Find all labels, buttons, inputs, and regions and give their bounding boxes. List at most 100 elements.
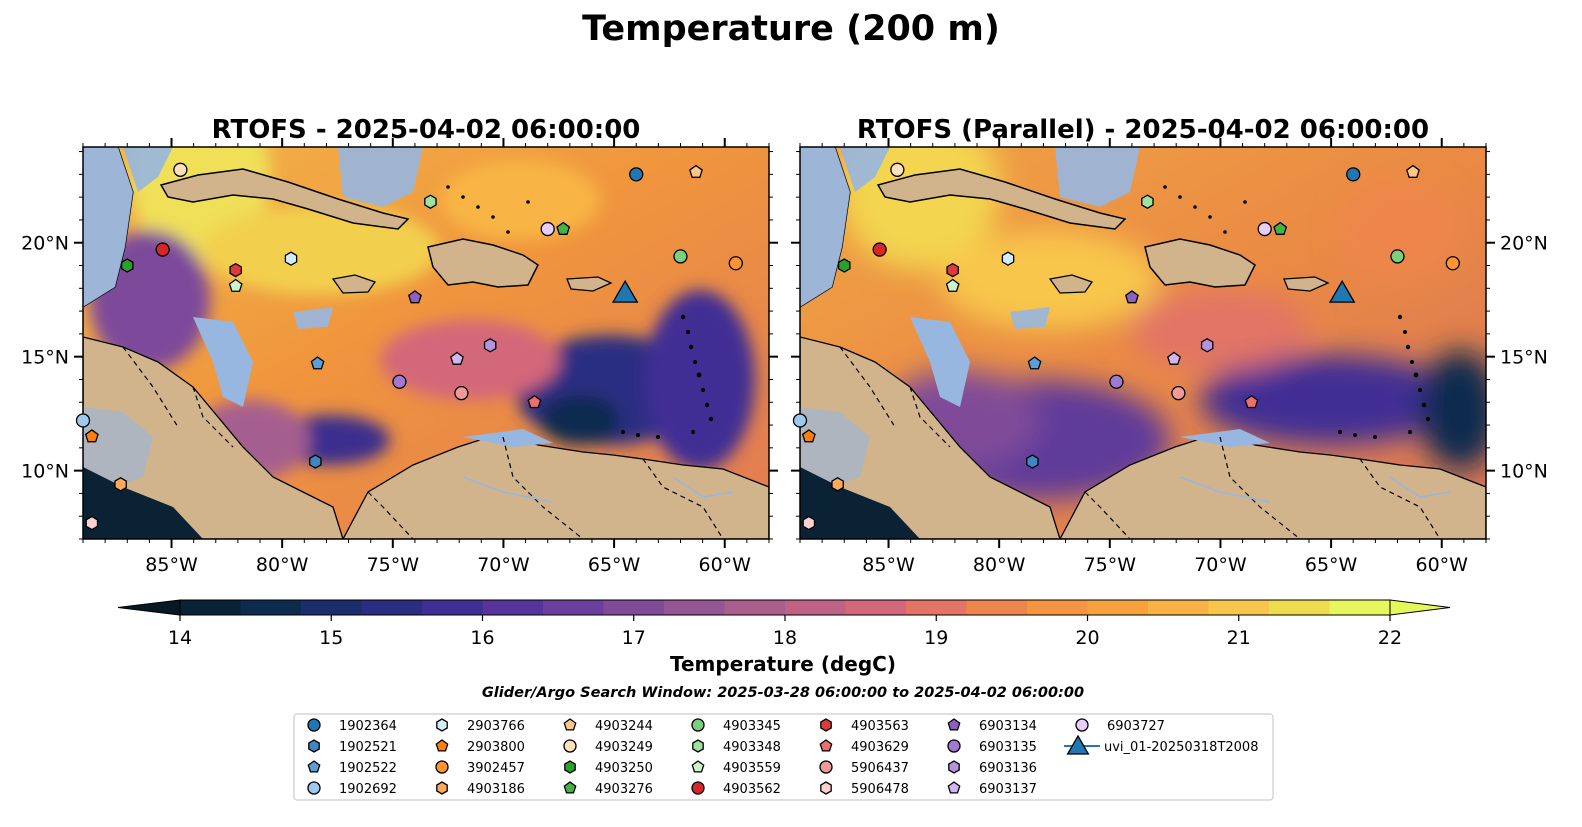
marker-2903766 bbox=[1001, 251, 1015, 266]
legend-label: 3902457 bbox=[467, 761, 525, 776]
x-tick-label: 70°W bbox=[1194, 554, 1247, 576]
legend-item: 4903348 bbox=[692, 739, 781, 755]
legend-label: 2903766 bbox=[467, 719, 525, 734]
legend-marker bbox=[436, 718, 448, 732]
marker-3902457 bbox=[1445, 256, 1460, 271]
marker-4903345 bbox=[1390, 249, 1405, 264]
legend-marker bbox=[563, 781, 577, 794]
legend-item: 6903137 bbox=[947, 781, 1037, 797]
x-tick-label: 80°W bbox=[973, 554, 1026, 576]
legend-marker bbox=[1066, 734, 1090, 755]
marker-5906437 bbox=[454, 385, 469, 401]
marker-4903562 bbox=[155, 242, 170, 257]
legend-item: 6903135 bbox=[947, 739, 1037, 755]
marker-3902457 bbox=[728, 256, 743, 271]
legend-label: 4903186 bbox=[467, 782, 525, 797]
y-tick-label: 15°N bbox=[21, 347, 69, 369]
legend-marker bbox=[435, 739, 449, 752]
legend-label: 4903559 bbox=[723, 761, 781, 776]
legend-label: 4903629 bbox=[851, 740, 909, 755]
legend-marker bbox=[819, 739, 833, 752]
colorbar-tick-label: 14 bbox=[168, 627, 192, 649]
marker-1902522 bbox=[310, 356, 325, 370]
legend-item: 6903136 bbox=[948, 760, 1037, 776]
colorbar-segment bbox=[482, 600, 544, 615]
marker-4903563 bbox=[946, 262, 959, 278]
colorbar-label: Temperature (degC) bbox=[670, 652, 896, 676]
colorbar-extend-high bbox=[1389, 599, 1451, 616]
search-window-text: Glider/Argo Search Window: 2025-03-28 06… bbox=[482, 685, 1084, 701]
legend-label: 6903137 bbox=[979, 782, 1037, 797]
x-tick-label: 85°W bbox=[862, 554, 915, 576]
x-tick-label: 60°W bbox=[699, 554, 752, 576]
colorbar-segment bbox=[785, 600, 847, 615]
legend-item: 3902457 bbox=[435, 760, 525, 776]
legend-item: 4903249 bbox=[563, 739, 653, 755]
y-tick-label: 20°N bbox=[21, 233, 69, 255]
colorbar-segment bbox=[664, 600, 726, 615]
marker-4903249 bbox=[173, 162, 188, 177]
legend-label: 4903345 bbox=[723, 719, 781, 734]
colorbar-segment bbox=[1087, 600, 1149, 615]
colorbar-segment bbox=[845, 600, 907, 615]
colorbar-segment bbox=[543, 600, 605, 615]
legend: 1902364 1902521 1902522 1902692 2903766 29038… bbox=[293, 713, 1274, 801]
legend-label: 4903244 bbox=[595, 719, 653, 734]
marker-4903345 bbox=[673, 249, 688, 264]
colorbar-extend-low bbox=[117, 599, 181, 616]
marker-4903559 bbox=[945, 278, 960, 292]
marker-1902522 bbox=[1027, 356, 1042, 370]
legend-item: 5906437 bbox=[819, 760, 909, 776]
legend-label: 1902692 bbox=[339, 782, 397, 797]
legend-label: 6903727 bbox=[1107, 719, 1165, 734]
marker-4903348 bbox=[424, 194, 437, 209]
legend-marker bbox=[947, 781, 961, 794]
colorbar-segment bbox=[1148, 600, 1210, 615]
legend-item: 1902692 bbox=[307, 781, 397, 797]
legend-marker bbox=[307, 781, 321, 795]
legend-label: 6903136 bbox=[979, 761, 1037, 776]
legend-item: 4903186 bbox=[436, 781, 525, 797]
legend-label: 4903348 bbox=[723, 740, 781, 755]
legend-marker bbox=[564, 760, 576, 774]
marker-5906437 bbox=[1171, 385, 1186, 401]
legend-label: 6903135 bbox=[979, 740, 1037, 755]
marker-6903135 bbox=[1109, 374, 1124, 389]
colorbar-tick-label: 18 bbox=[773, 627, 797, 649]
marker-6903135 bbox=[392, 374, 407, 389]
legend-item: 4903559 bbox=[691, 760, 781, 776]
legend-item: 4903563 bbox=[820, 718, 909, 734]
legend-label: 4903276 bbox=[595, 782, 653, 797]
temperature-field bbox=[800, 147, 1486, 539]
colorbar-tick-label: 16 bbox=[470, 627, 494, 649]
colorbar-tick-label: 19 bbox=[924, 627, 948, 649]
x-tick-label: 80°W bbox=[256, 554, 309, 576]
colorbar-segment bbox=[301, 600, 363, 615]
panel-title: RTOFS (Parallel) - 2025-04-02 06:00:00 bbox=[857, 115, 1429, 145]
legend-label: 6903134 bbox=[979, 719, 1037, 734]
legend-label: 1902364 bbox=[339, 719, 397, 734]
colorbar-tick-label: 20 bbox=[1075, 627, 1099, 649]
legend-item: 4903629 bbox=[819, 739, 909, 755]
panel-rtofs-parallel: RTOFS (Parallel) - 2025-04-02 06:00:00 8… bbox=[791, 115, 1548, 576]
colorbar-segment bbox=[361, 600, 423, 615]
legend-marker bbox=[820, 718, 832, 732]
legend-item: 6903134 bbox=[947, 718, 1037, 734]
legend-marker bbox=[819, 760, 833, 774]
marker-6903727 bbox=[1257, 221, 1272, 237]
marker-4903276 bbox=[1273, 221, 1288, 235]
legend-marker bbox=[563, 718, 577, 731]
marker-1902364 bbox=[1346, 167, 1361, 182]
x-tick-label: 75°W bbox=[1084, 554, 1137, 576]
legend-marker bbox=[691, 781, 705, 795]
colorbar-segment bbox=[1329, 600, 1391, 615]
legend-label: 1902522 bbox=[339, 761, 397, 776]
marker-6903136 bbox=[1200, 338, 1214, 353]
marker-6903134 bbox=[407, 290, 422, 304]
marker-1902521 bbox=[309, 454, 322, 469]
legend-label: 4903250 bbox=[595, 761, 653, 776]
legend-marker bbox=[947, 739, 961, 753]
marker-6903137 bbox=[450, 351, 464, 365]
legend-marker bbox=[1075, 718, 1089, 732]
marker-6903134 bbox=[1124, 290, 1139, 304]
